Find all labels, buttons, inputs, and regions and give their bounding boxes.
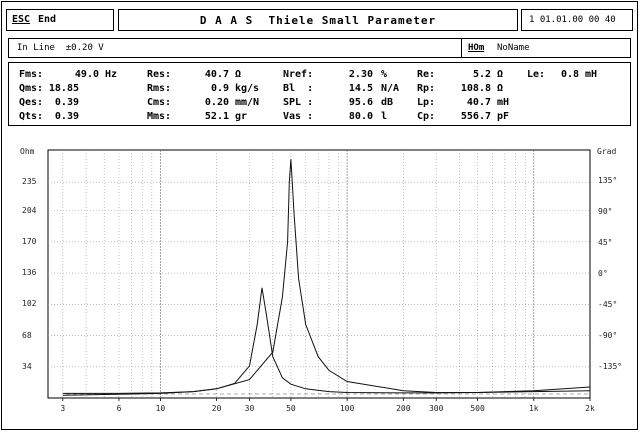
x-tick-label: 3	[60, 404, 66, 413]
x-tick-label: 100	[339, 404, 355, 413]
param-value: 18.85	[48, 83, 79, 94]
series-line-1	[62, 287, 591, 394]
param-unit: pF	[497, 111, 510, 122]
param-key: Qes:	[19, 97, 44, 108]
param-key: Cms:	[147, 97, 172, 108]
param-value: 0.9	[210, 83, 229, 94]
y-left-tick-label: 136	[22, 268, 37, 278]
param-key: Rp:	[417, 83, 436, 94]
plot-frame	[47, 149, 591, 399]
param-key: Vas :	[283, 111, 314, 122]
param-unit: mH	[497, 97, 510, 108]
title-box: D A A S Thiele Small Parameter	[118, 9, 518, 31]
param-key: Res:	[147, 69, 172, 80]
input-line-status: In Line ±0.20 V	[17, 43, 104, 53]
param-value: 2.30	[348, 69, 373, 80]
param-unit: %	[381, 69, 388, 80]
x-tick-label: 30	[244, 404, 255, 413]
y-right-tick-label: -45°	[598, 300, 618, 309]
info-box: In Line ±0.20 V HOm NoName	[8, 38, 631, 58]
y-right-tick-label: 0°	[598, 269, 608, 278]
y-left-tick-label: 204	[22, 205, 37, 215]
esc-key-label[interactable]: ESC	[12, 14, 31, 25]
y-left-tick-label: 34	[22, 361, 32, 371]
param-key: Bl :	[283, 83, 314, 94]
param-value: 52.1	[204, 111, 229, 122]
y-right-tick-label: 135°	[598, 176, 618, 185]
param-value: 49.0	[74, 69, 99, 80]
x-tick-label: 6	[116, 404, 122, 413]
param-unit: Hz	[105, 69, 118, 80]
param-key: SPL :	[283, 97, 314, 108]
param-unit: gr	[235, 111, 248, 122]
y-left-unit: Ohm	[20, 147, 35, 156]
y-right-tick-label: -90°	[598, 331, 618, 340]
param-value: 0.20	[204, 97, 229, 108]
param-unit: Ω	[235, 69, 242, 80]
y-left-tick-label: 170	[22, 236, 37, 246]
param-key: Qts:	[19, 111, 44, 122]
x-tick-label: 50	[286, 404, 296, 413]
param-value: 0.39	[54, 97, 79, 108]
x-tick-label: 20	[211, 404, 222, 413]
param-unit: dB	[381, 97, 394, 108]
esc-end-box[interactable]: ESC End	[6, 9, 114, 31]
param-value: 95.6	[348, 97, 373, 108]
param-value: 80.0	[348, 111, 373, 122]
y-left-tick-label: 102	[22, 299, 37, 309]
y-left-tick-label: 235	[22, 177, 37, 187]
param-value: 40.7	[204, 69, 229, 80]
y-right-tick-label: 90°	[598, 207, 613, 216]
param-key: Cp:	[417, 111, 436, 122]
param-key: Re:	[417, 69, 436, 80]
param-value: 5.2	[472, 69, 491, 80]
param-key: Mms:	[147, 111, 172, 122]
x-tick-label: 10	[155, 404, 166, 413]
y-right-unit: Grad	[597, 147, 617, 156]
param-value: 14.5	[348, 83, 373, 94]
page-title: D A A S Thiele Small Parameter	[199, 13, 437, 27]
param-value: 0.8	[560, 69, 579, 80]
param-key: Fms:	[19, 69, 44, 80]
datetime: 1 01.01.00 00 40	[529, 15, 616, 25]
hom-label[interactable]: HOm	[468, 43, 485, 53]
param-key: Le:	[527, 69, 546, 80]
speaker-name: NoName	[497, 43, 530, 53]
datetime-box: 1 01.01.00 00 40	[521, 9, 633, 31]
param-value: 108.8	[460, 83, 491, 94]
x-tick-label: 300	[428, 404, 444, 413]
param-unit: l	[381, 111, 388, 122]
param-key: Lp:	[417, 97, 436, 108]
param-key: Nref:	[283, 69, 314, 80]
param-unit: mH	[585, 69, 598, 80]
x-tick-label: 500	[470, 404, 485, 413]
series-line-2	[62, 159, 591, 396]
param-value: 556.7	[460, 111, 491, 122]
param-unit: Ω	[497, 69, 504, 80]
parameters-box: Fms: 49.0 Hz Res: 40.7 Ω Nref: 2.30 % Re…	[8, 62, 631, 126]
param-unit: kg/s	[235, 83, 260, 94]
param-unit: Ω	[497, 83, 504, 94]
param-unit: mm/N	[235, 97, 260, 108]
x-tick-label: 200	[396, 404, 411, 413]
y-left-tick-label: 68	[22, 330, 32, 340]
y-right-tick-label: -135°	[598, 362, 623, 371]
param-key: Qms:	[19, 83, 44, 94]
param-value: 0.39	[54, 111, 79, 122]
param-value: 40.7	[466, 97, 491, 108]
param-unit: N/A	[381, 83, 400, 94]
x-tick-label: 1k	[528, 404, 539, 413]
x-tick-label: 2k	[585, 404, 595, 413]
end-label[interactable]: End	[38, 14, 57, 25]
y-right-tick-label: 45°	[598, 238, 613, 247]
info-divider	[461, 39, 462, 57]
param-key: Rms:	[147, 83, 172, 94]
